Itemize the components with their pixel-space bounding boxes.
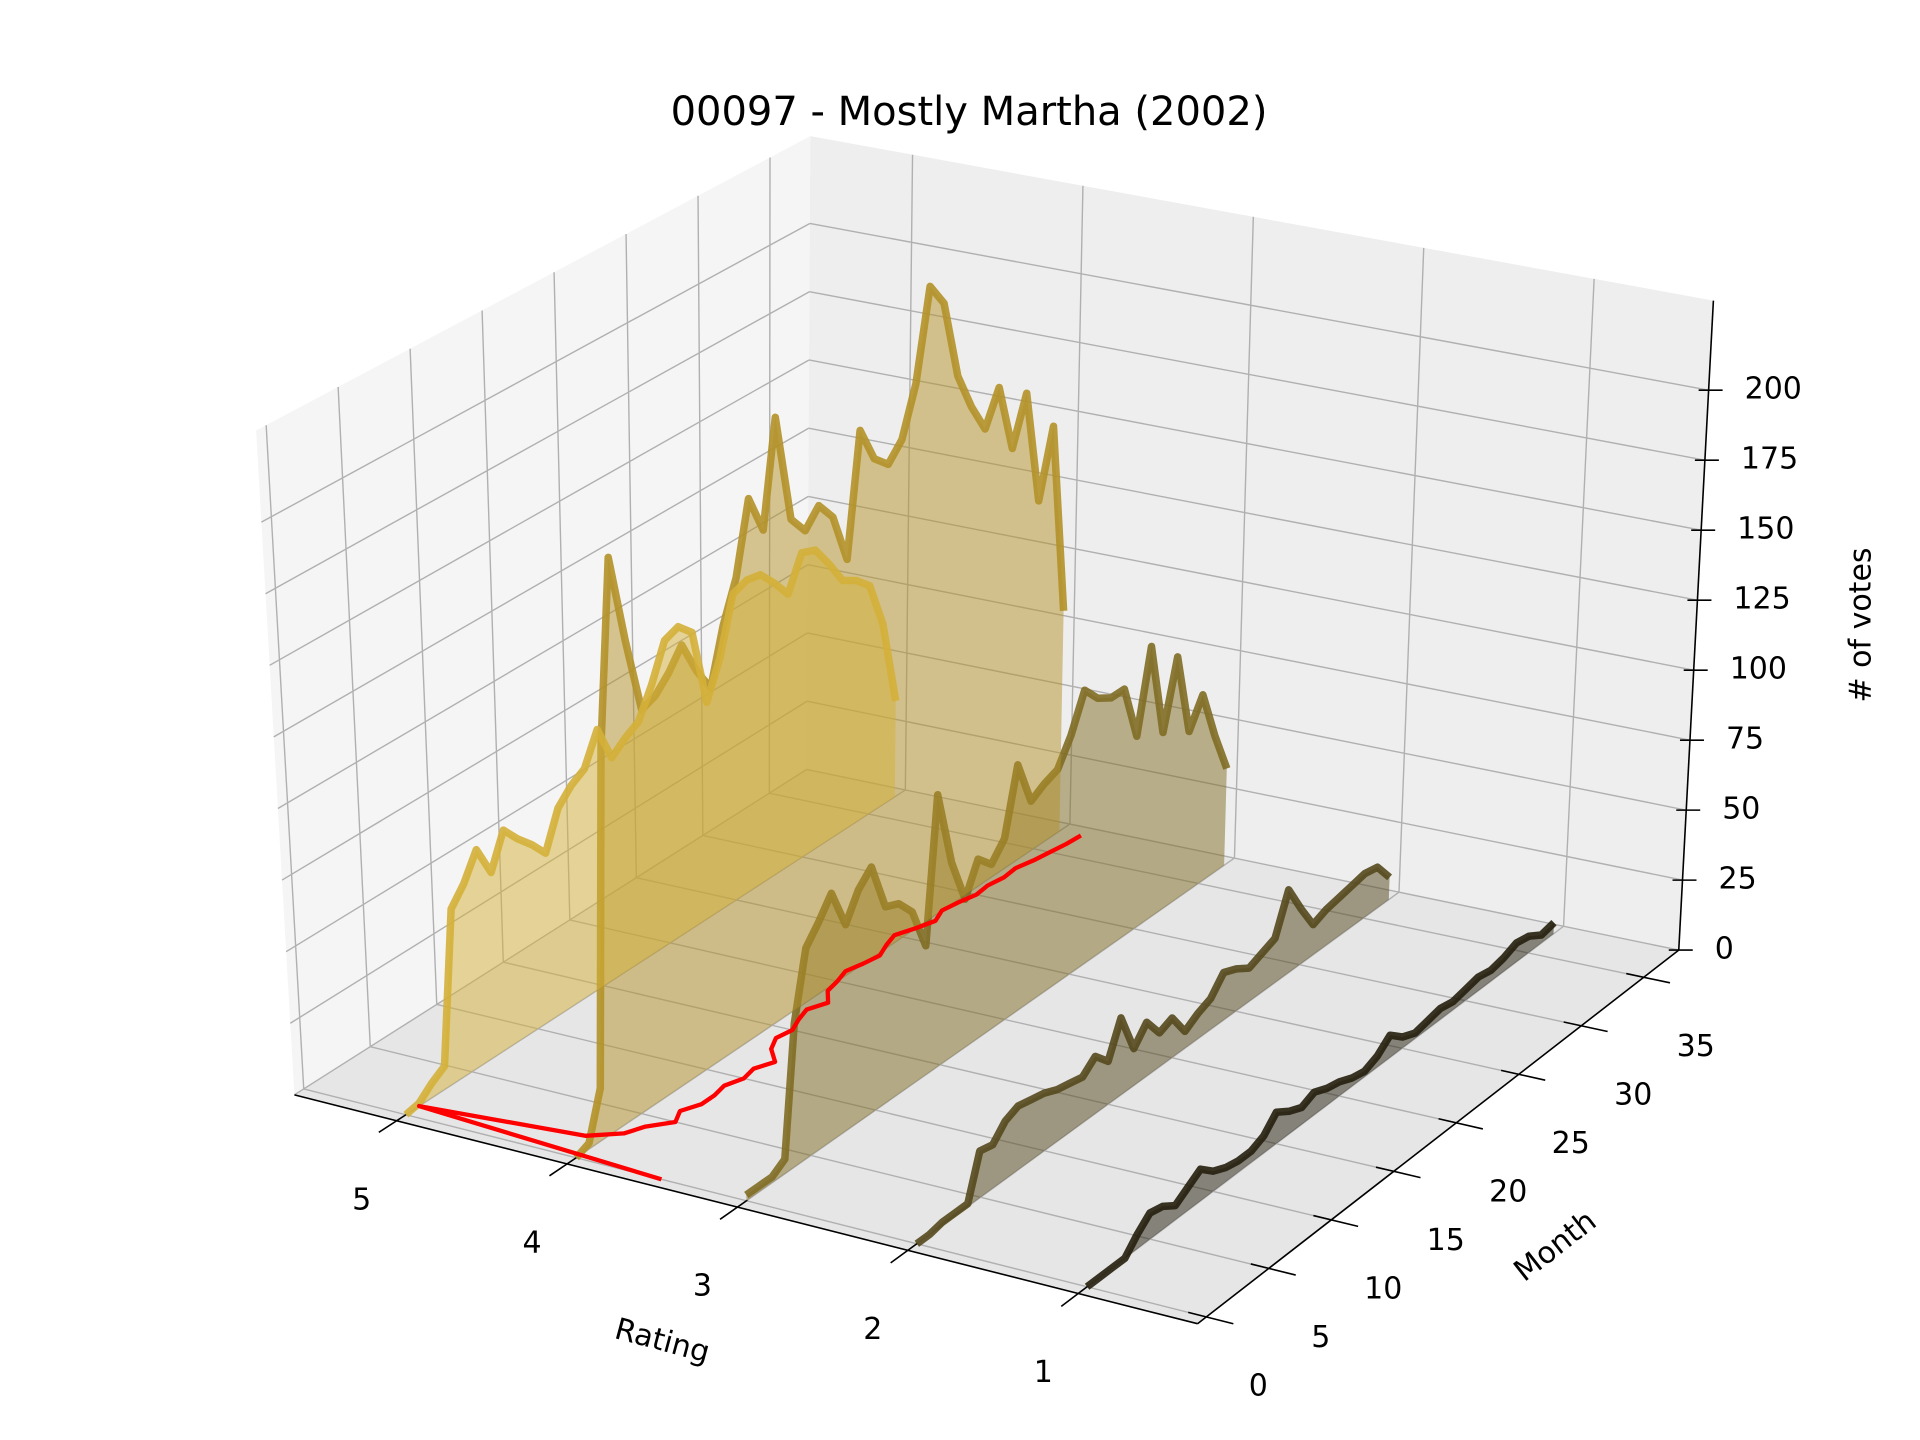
x-tick: [378, 1113, 408, 1134]
area-fill: [405, 550, 896, 1115]
x-tick-label: 5: [352, 1182, 371, 1217]
z-tick-label: 200: [1745, 372, 1802, 407]
z-axis-line: [1677, 300, 1715, 951]
x-tick: [719, 1199, 748, 1220]
z-tick-label: 0: [1715, 932, 1734, 967]
grid-line: [1069, 185, 1084, 825]
grid-line: [809, 222, 1709, 391]
y-tick: [1188, 1311, 1234, 1325]
y-axis-line: [1197, 949, 1680, 1325]
y-tick-label: 0: [1249, 1368, 1268, 1403]
area-fill: [916, 867, 1390, 1244]
y-tick-label: 30: [1614, 1077, 1652, 1112]
grid-line: [277, 495, 809, 810]
y-tick: [1500, 1069, 1546, 1081]
z-tick-label: 75: [1726, 722, 1764, 757]
grid-line: [1233, 216, 1255, 859]
area-fill: [746, 646, 1227, 1201]
y-tick: [1626, 972, 1671, 984]
y-tick: [1375, 1166, 1421, 1179]
y-tick-label: 25: [1552, 1126, 1590, 1161]
y-tick-label: 20: [1489, 1174, 1527, 1209]
floor-line: [416, 833, 1082, 1182]
z-tick-label: 175: [1741, 442, 1798, 477]
x-tick-label: 3: [693, 1269, 712, 1304]
grid-line: [337, 386, 371, 1047]
y-tick: [1250, 1263, 1296, 1276]
z-tick-label: 150: [1737, 512, 1794, 547]
y-tick: [1313, 1214, 1359, 1228]
grid-line: [1398, 247, 1425, 893]
grid-line: [1562, 278, 1595, 927]
x-tick-label: 4: [523, 1225, 542, 1260]
y-tick-label: 15: [1427, 1223, 1465, 1258]
plot-area: [403, 282, 1557, 1290]
x-tick-label: 2: [863, 1312, 882, 1347]
series-line: [1084, 920, 1557, 1290]
y-tick: [1438, 1117, 1484, 1130]
x-tick: [1060, 1285, 1089, 1307]
x-axis-line: [294, 1094, 1198, 1325]
x-tick-label: 1: [1034, 1355, 1053, 1390]
z-tick-label: 125: [1733, 582, 1790, 617]
y-tick-label: 5: [1311, 1320, 1330, 1355]
grid-line: [273, 427, 809, 738]
series-line: [914, 863, 1393, 1247]
grid-line: [409, 348, 438, 1005]
series-line: [403, 546, 900, 1118]
z-tick-label: 25: [1718, 862, 1756, 897]
z-axis-label: # of votes: [1844, 547, 1879, 702]
z-tick-label: 50: [1722, 792, 1760, 827]
grid-line: [436, 1003, 1332, 1221]
z-tick-label: 100: [1730, 652, 1787, 687]
grid-line: [265, 291, 810, 595]
grid-line: [281, 564, 809, 881]
grid-line: [269, 359, 810, 666]
y-tick-label: 35: [1677, 1029, 1715, 1064]
grid-line: [370, 1045, 1269, 1270]
y-tick: [1563, 1021, 1608, 1033]
grid-line: [303, 1088, 1207, 1318]
grid-line: [265, 425, 305, 1089]
grid-line: [809, 291, 1706, 461]
x-tick: [549, 1156, 578, 1177]
x-tick: [890, 1242, 919, 1264]
y-tick-label: 10: [1364, 1271, 1402, 1306]
grid-line: [261, 222, 811, 523]
chart-title: 00097 - Mostly Martha (2002): [671, 89, 1268, 135]
